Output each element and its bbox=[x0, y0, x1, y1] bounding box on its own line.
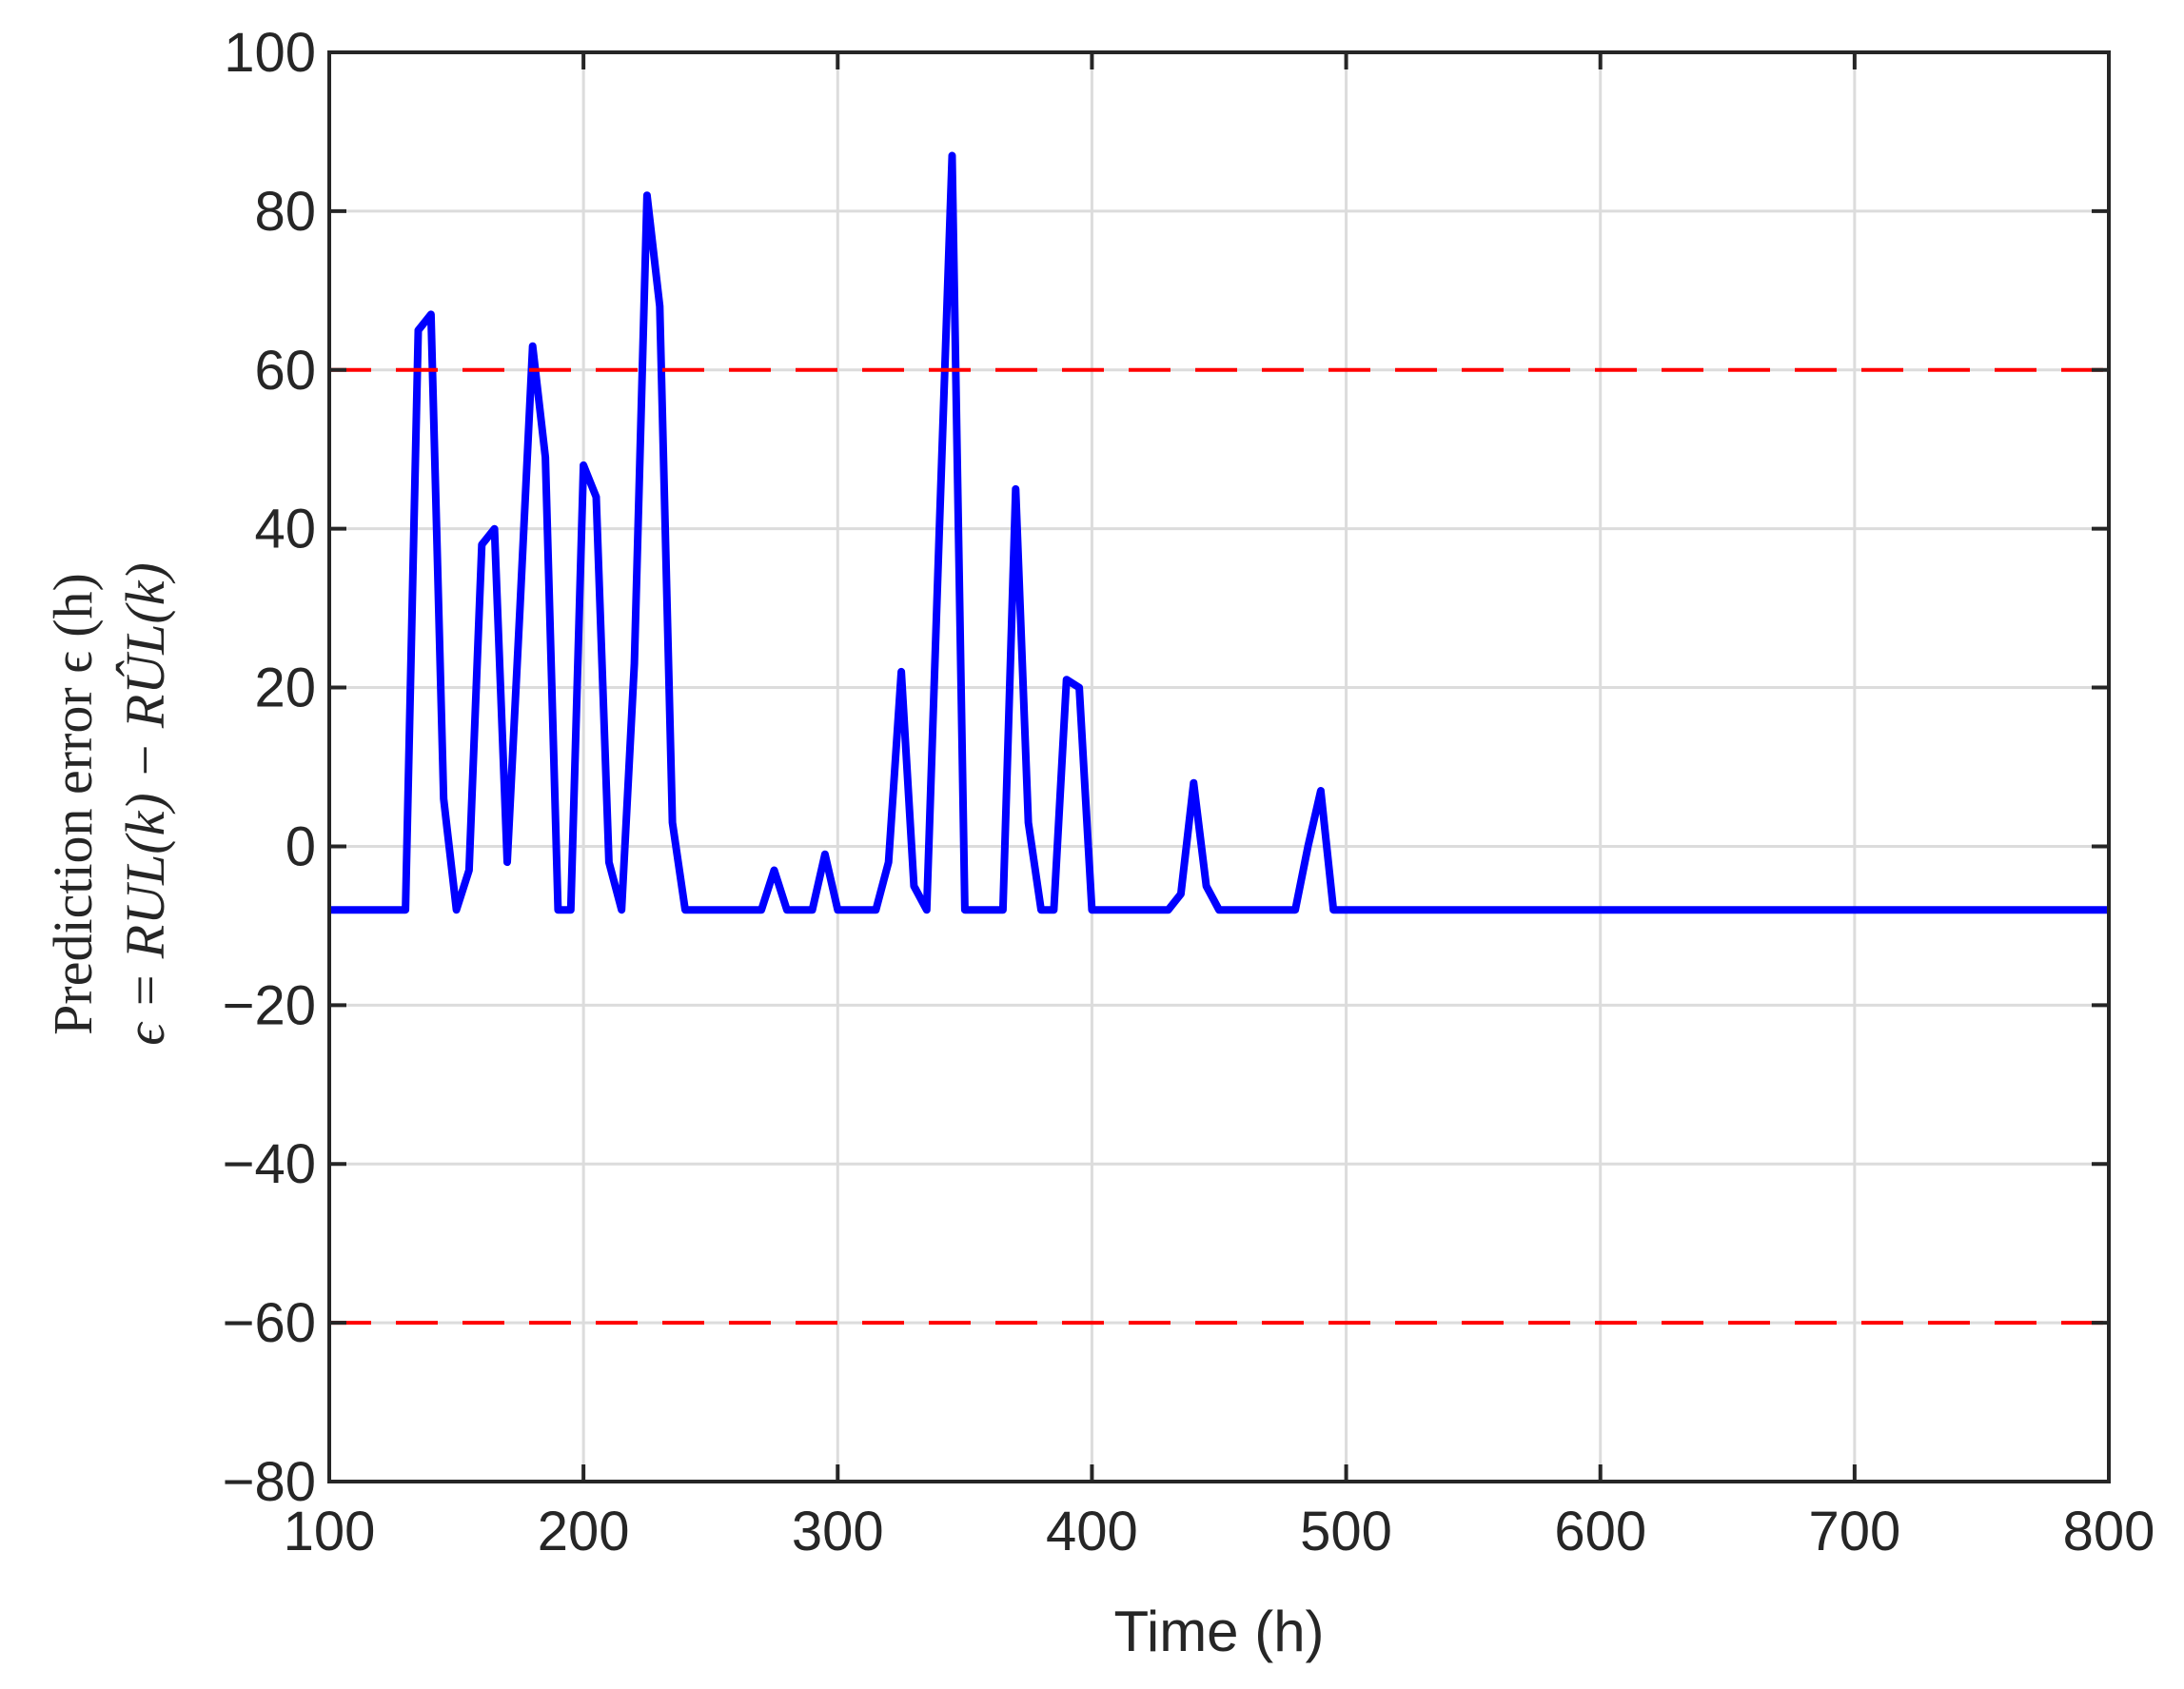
prediction-error-line bbox=[329, 151, 2109, 914]
y-tick-label: 80 bbox=[254, 181, 316, 243]
series-layer bbox=[329, 151, 2109, 1326]
x-tick-label: 100 bbox=[284, 1501, 376, 1562]
y-axis-title-line1: Prediction error ϵ (h) bbox=[42, 573, 104, 1035]
x-tick-label: 400 bbox=[1046, 1501, 1138, 1562]
x-tick-label: 800 bbox=[2063, 1501, 2155, 1562]
y-tick-labels: −80 −60 −40 −20 0 20 40 60 80 100 bbox=[223, 22, 316, 1513]
x-tick-labels: 100 200 300 400 500 600 700 800 bbox=[284, 1501, 2155, 1562]
y-tick-label: 20 bbox=[254, 658, 316, 719]
axes bbox=[327, 50, 2111, 1483]
x-tick-label: 500 bbox=[1300, 1501, 1392, 1562]
y-axis-title-line2: ϵ = RUL(k) − RÛL(k) bbox=[114, 562, 176, 1046]
y-tick-label: −40 bbox=[223, 1133, 316, 1195]
x-axis-title: Time (h) bbox=[1113, 1600, 1324, 1663]
y-tick-label: 60 bbox=[254, 340, 316, 402]
y-tick-label: 40 bbox=[254, 499, 316, 560]
y-tick-label: −80 bbox=[223, 1451, 316, 1513]
plot-background bbox=[329, 52, 2109, 1482]
y-axis-title: Prediction error ϵ (h) ϵ = RUL(k) − RÛL(… bbox=[42, 562, 176, 1046]
x-tick-label: 700 bbox=[1808, 1501, 1900, 1562]
x-tick-label: 200 bbox=[538, 1501, 630, 1562]
y-tick-label: −60 bbox=[223, 1292, 316, 1354]
y-tick-label: 100 bbox=[224, 22, 316, 84]
x-tick-label: 600 bbox=[1554, 1501, 1646, 1562]
y-tick-label: −20 bbox=[223, 974, 316, 1036]
plot-frame bbox=[327, 50, 2111, 1483]
x-tick-label: 300 bbox=[792, 1501, 884, 1562]
y-tick-label: 0 bbox=[285, 815, 316, 877]
